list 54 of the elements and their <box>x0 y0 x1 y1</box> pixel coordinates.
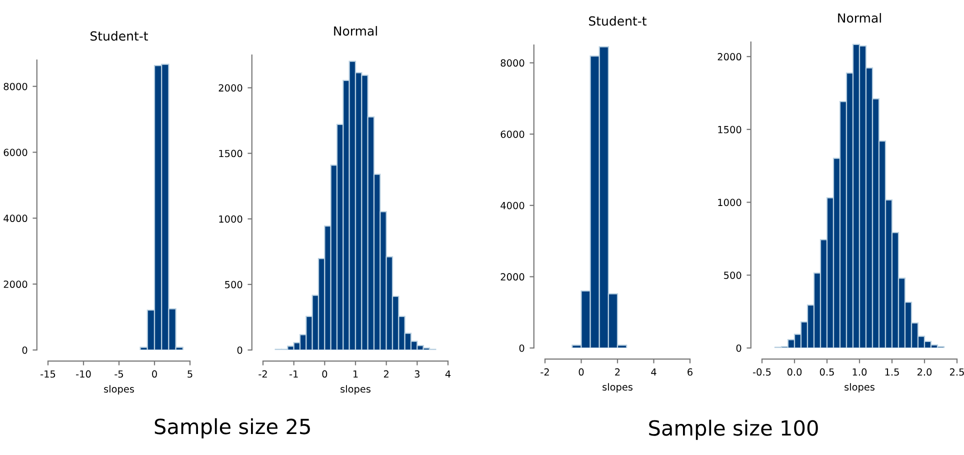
y-tick-label: 0 <box>519 344 524 352</box>
x-tick-label: 4 <box>651 368 656 376</box>
y-tick-label: 2000 <box>218 84 242 92</box>
y-tick-label: 1500 <box>219 150 242 158</box>
x-tick-label: 0 <box>152 370 157 378</box>
x-tick-label: 1.0 <box>852 368 867 376</box>
chart-title: Student-t <box>589 16 647 26</box>
x-tick-label: 0 <box>578 368 584 376</box>
chart-title: Student-t <box>90 31 148 41</box>
chart-title: Normal <box>838 13 881 23</box>
y-tick-label: 2000 <box>500 273 524 281</box>
x-tick-label: 2 <box>615 368 620 376</box>
x-tick-label: 6 <box>688 368 692 376</box>
x-tick-label: -0.5 <box>752 368 771 376</box>
y-tick-label: 4000 <box>4 214 28 222</box>
x-axis-title: slopes <box>844 383 874 393</box>
x-tick-label: 0.5 <box>820 368 834 376</box>
x-tick-label: -2 <box>258 370 267 378</box>
x-tick-label: -5 <box>114 370 123 378</box>
y-tick-label: 6000 <box>500 130 524 138</box>
x-axis-title: slopes <box>104 385 134 395</box>
y-tick-label: 0 <box>237 346 242 354</box>
y-tick-label: 500 <box>724 272 742 279</box>
x-tick-label: 2 <box>384 370 388 378</box>
text: Sample size 25 <box>154 418 310 438</box>
x-axis-title: slopes <box>602 383 632 393</box>
x-tick-label: 2.0 <box>917 368 932 376</box>
y-tick-label: 1500 <box>718 126 742 134</box>
y-tick-label: 0 <box>736 344 742 352</box>
x-tick-label: 0.0 <box>787 368 802 376</box>
y-tick-label: 4000 <box>500 202 524 210</box>
x-tick-label: 1.5 <box>885 368 899 376</box>
x-tick-label: -1 <box>289 370 298 378</box>
x-tick-label: -2 <box>540 368 549 376</box>
y-tick-label: 2000 <box>4 280 28 288</box>
text: Sample size 100 <box>649 420 818 440</box>
y-tick-label: 2000 <box>718 53 742 60</box>
y-tick-label: 500 <box>225 280 242 288</box>
y-tick-label: 8000 <box>4 82 28 90</box>
y-tick-label: 1000 <box>219 215 242 223</box>
y-tick-label: 0 <box>22 346 28 354</box>
x-tick-label: -15 <box>40 370 56 378</box>
x-tick-label: -10 <box>76 370 91 378</box>
y-tick-label: 6000 <box>4 148 28 156</box>
x-tick-label: 5 <box>188 370 192 378</box>
y-tick-label: 1000 <box>718 198 742 206</box>
x-axis-title: slopes <box>340 385 370 395</box>
y-tick-label: 8000 <box>500 59 524 67</box>
x-tick-label: 4 <box>445 370 451 378</box>
x-tick-label: 1 <box>353 370 358 378</box>
x-tick-label: 0 <box>322 370 328 378</box>
chart-title: Normal <box>334 26 377 36</box>
x-tick-label: 3 <box>414 370 420 378</box>
x-tick-label: 2.5 <box>950 368 964 376</box>
